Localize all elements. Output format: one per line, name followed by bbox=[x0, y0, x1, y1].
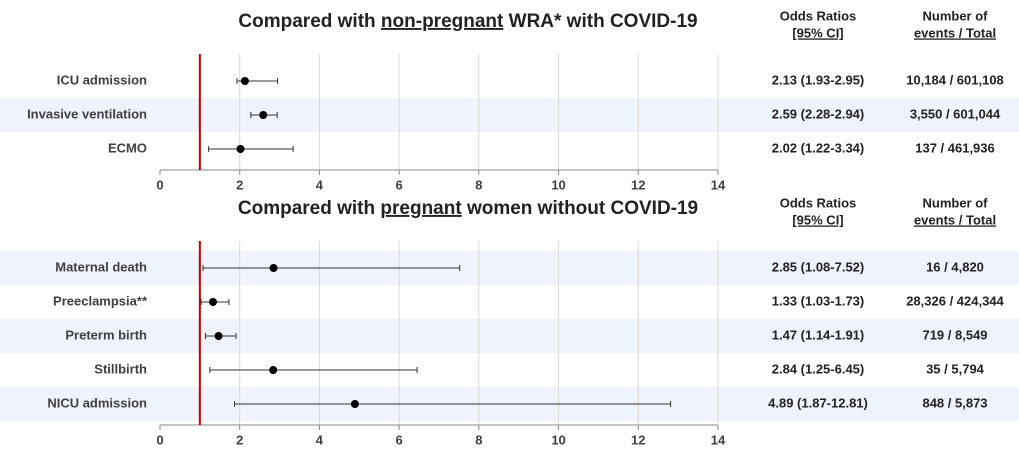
title-part: non-pregnant bbox=[381, 11, 504, 32]
point-estimate bbox=[269, 366, 278, 374]
point-estimate bbox=[240, 77, 249, 85]
column-header: Odds Ratios bbox=[780, 195, 857, 210]
odds-ratio-label: 1.47 (1.14-1.91) bbox=[772, 327, 865, 342]
odds-ratio-label: 2.59 (2.28-2.94) bbox=[772, 106, 865, 121]
x-tick-label: 0 bbox=[156, 177, 163, 192]
row-shade bbox=[0, 319, 1019, 353]
point-estimate bbox=[214, 332, 223, 340]
x-tick-label: 12 bbox=[631, 432, 645, 447]
x-tick-label: 4 bbox=[316, 432, 324, 447]
point-estimate bbox=[259, 111, 268, 119]
events-label: 35 / 5,794 bbox=[926, 361, 985, 376]
x-tick-label: 14 bbox=[711, 432, 726, 447]
column-header: Odds Ratios bbox=[780, 8, 857, 23]
x-tick-label: 8 bbox=[475, 177, 482, 192]
point-estimate bbox=[209, 298, 218, 306]
x-tick-label: 10 bbox=[551, 432, 565, 447]
column-header: [95% CI] bbox=[792, 212, 843, 227]
category-label: ICU admission bbox=[57, 72, 147, 87]
x-tick-label: 0 bbox=[156, 432, 163, 447]
x-tick-label: 4 bbox=[316, 177, 324, 192]
category-label: Invasive ventilation bbox=[27, 106, 147, 121]
events-label: 137 / 461,936 bbox=[915, 140, 995, 155]
column-header: events / Total bbox=[914, 25, 996, 40]
odds-ratio-label: 1.33 (1.03-1.73) bbox=[772, 293, 865, 308]
category-label: Preterm birth bbox=[65, 327, 147, 342]
x-tick-label: 12 bbox=[631, 177, 645, 192]
category-label: ECMO bbox=[108, 140, 147, 155]
x-tick-label: 2 bbox=[236, 177, 243, 192]
title-part: Compared with bbox=[238, 11, 381, 32]
title-part: WRA* with COVID-19 bbox=[503, 11, 697, 32]
row-shade bbox=[0, 251, 1019, 285]
column-header: Number of bbox=[923, 8, 989, 23]
point-estimate bbox=[269, 264, 278, 272]
x-tick-label: 8 bbox=[475, 432, 482, 447]
category-label: NICU admission bbox=[47, 395, 147, 410]
x-tick-label: 6 bbox=[396, 432, 403, 447]
row-shade bbox=[0, 98, 1019, 132]
category-label: Stillbirth bbox=[94, 361, 147, 376]
category-label: Preeclampsia** bbox=[53, 293, 148, 308]
point-estimate bbox=[350, 400, 359, 408]
column-header: Number of bbox=[923, 195, 989, 210]
point-estimate bbox=[236, 145, 245, 153]
events-label: 16 / 4,820 bbox=[926, 259, 984, 274]
odds-ratio-label: 2.85 (1.08-7.52) bbox=[772, 259, 865, 274]
odds-ratio-label: 2.02 (1.22-3.34) bbox=[772, 140, 865, 155]
title-part: Compared with bbox=[238, 198, 381, 219]
events-label: 28,326 / 424,344 bbox=[906, 293, 1004, 308]
odds-ratio-label: 4.89 (1.87-12.81) bbox=[768, 395, 868, 410]
panel-title: Compared with non-pregnant WRA* with COV… bbox=[238, 11, 697, 32]
x-tick-label: 2 bbox=[236, 432, 243, 447]
odds-ratio-label: 2.84 (1.25-6.45) bbox=[772, 361, 865, 376]
x-tick-label: 10 bbox=[551, 177, 565, 192]
title-part: pregnant bbox=[380, 198, 462, 219]
x-tick-label: 14 bbox=[711, 177, 726, 192]
odds-ratio-label: 2.13 (1.93-2.95) bbox=[772, 72, 865, 87]
x-tick-label: 6 bbox=[396, 177, 403, 192]
events-label: 719 / 8,549 bbox=[922, 327, 987, 342]
column-header: [95% CI] bbox=[792, 25, 843, 40]
events-label: 848 / 5,873 bbox=[922, 395, 987, 410]
column-header: events / Total bbox=[914, 212, 996, 227]
panel-title: Compared with pregnant women without COV… bbox=[238, 198, 698, 219]
title-part: women without COVID-19 bbox=[462, 198, 698, 219]
events-label: 10,184 / 601,108 bbox=[906, 72, 1004, 87]
events-label: 3,550 / 601,044 bbox=[910, 106, 1001, 121]
category-label: Maternal death bbox=[55, 259, 147, 274]
